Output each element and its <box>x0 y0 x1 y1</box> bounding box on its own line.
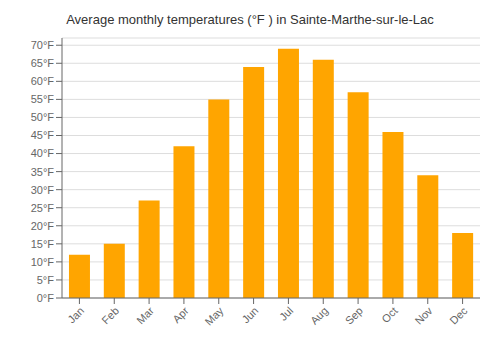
svg-text:Aug: Aug <box>308 304 330 326</box>
svg-text:10°F: 10°F <box>31 256 55 268</box>
svg-text:Jun: Jun <box>239 304 260 325</box>
svg-text:5°F: 5°F <box>37 274 55 286</box>
svg-text:20°F: 20°F <box>31 220 55 232</box>
svg-text:25°F: 25°F <box>31 202 55 214</box>
svg-text:Mar: Mar <box>134 304 156 326</box>
svg-text:65°F: 65°F <box>31 57 55 69</box>
svg-text:Sep: Sep <box>343 304 365 326</box>
svg-text:45°F: 45°F <box>31 129 55 141</box>
svg-text:0°F: 0°F <box>37 292 55 304</box>
svg-text:Feb: Feb <box>99 304 121 326</box>
svg-text:35°F: 35°F <box>31 166 55 178</box>
svg-text:Jan: Jan <box>65 304 86 325</box>
svg-text:May: May <box>203 304 227 328</box>
svg-text:Dec: Dec <box>447 304 470 327</box>
svg-text:Jul: Jul <box>277 304 295 322</box>
svg-text:70°F: 70°F <box>31 39 55 51</box>
svg-text:15°F: 15°F <box>31 238 55 250</box>
html-text:Average monthly temperatures (: Average monthly temperatures (°F ) in Sa… <box>66 12 434 27</box>
svg-text:Oct: Oct <box>379 304 400 325</box>
svg-text:30°F: 30°F <box>31 184 55 196</box>
svg-text:50°F: 50°F <box>31 111 55 123</box>
svg-text:40°F: 40°F <box>31 147 55 159</box>
svg-text:60°F: 60°F <box>31 75 55 87</box>
svg-text:Apr: Apr <box>170 304 191 325</box>
svg-text:55°F: 55°F <box>31 93 55 105</box>
svg-text:Nov: Nov <box>412 304 435 327</box>
